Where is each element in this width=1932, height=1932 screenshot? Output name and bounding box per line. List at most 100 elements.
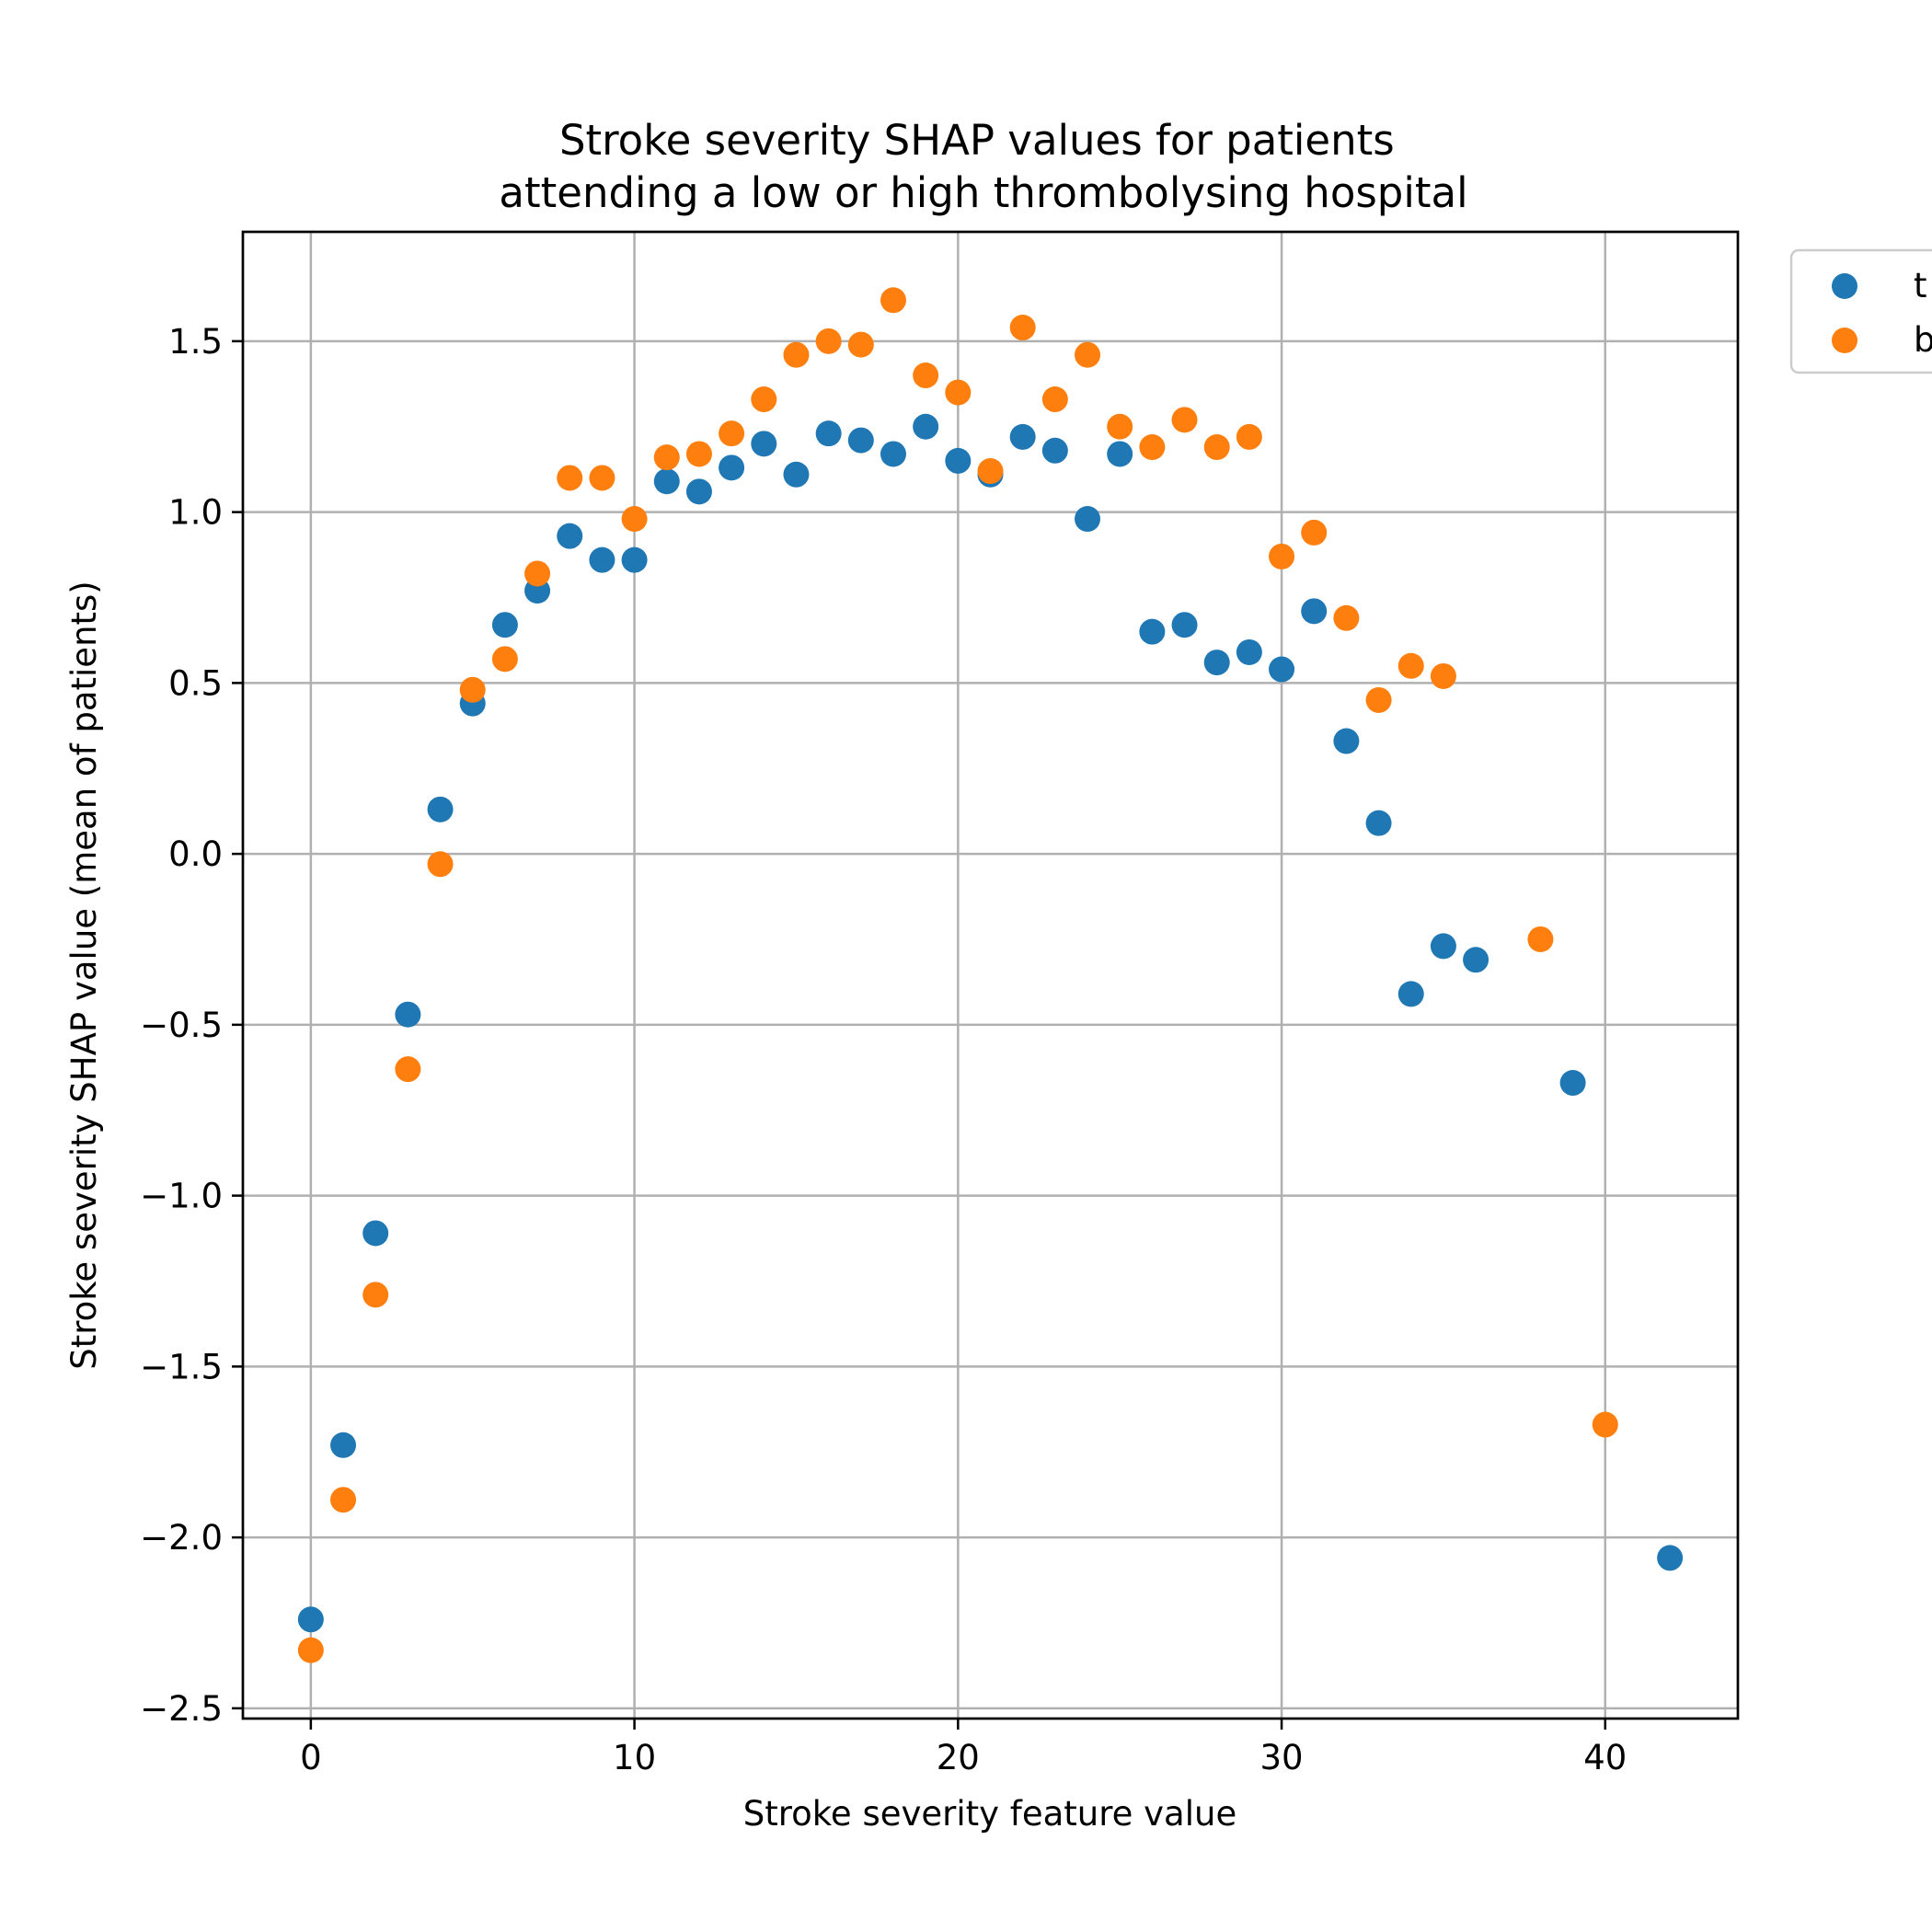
data-point-b: [1041, 386, 1068, 413]
data-point-b: [1301, 519, 1328, 546]
data-point-t: [847, 427, 874, 454]
data-point-t: [880, 441, 906, 467]
data-point-t: [362, 1220, 389, 1247]
data-point-b: [1171, 407, 1198, 433]
data-point-t: [913, 413, 939, 440]
data-point-b: [719, 420, 745, 447]
legend-marker-b: [1832, 328, 1857, 353]
legend-label-t: t: [1914, 266, 1927, 305]
data-point-t: [1171, 612, 1198, 638]
chart-title-line-1: Stroke severity SHAP values for patients: [559, 116, 1395, 165]
data-point-t: [1236, 638, 1262, 665]
data-point-b: [880, 287, 906, 314]
data-point-t: [1075, 506, 1101, 533]
data-point-t: [1269, 656, 1295, 683]
data-point-t: [1397, 981, 1424, 1007]
data-point-b: [1365, 686, 1392, 713]
data-point-t: [1041, 437, 1068, 464]
data-point-t: [297, 1606, 324, 1633]
data-point-t: [427, 796, 454, 822]
y-tick-label: 1.0: [168, 493, 223, 533]
data-point-b: [1397, 652, 1424, 679]
data-point-t: [719, 454, 745, 481]
data-point-b: [1236, 423, 1262, 450]
data-point-t: [395, 1001, 421, 1028]
chart-title-line-2: attending a low or high thrombolysing ho…: [499, 168, 1467, 217]
x-axis-label: Stroke severity feature value: [743, 1794, 1236, 1834]
data-point-t: [1009, 423, 1036, 450]
data-point-t: [1365, 810, 1392, 836]
data-point-b: [1075, 341, 1101, 368]
data-point-b: [1203, 434, 1230, 461]
data-point-b: [589, 465, 615, 491]
data-point-b: [524, 560, 551, 587]
data-point-t: [1333, 728, 1360, 754]
y-axis-label: Stroke severity SHAP value (mean of pati…: [64, 581, 104, 1369]
data-point-b: [847, 331, 874, 358]
data-point-b: [783, 341, 810, 368]
data-point-t: [621, 546, 648, 573]
data-point-b: [330, 1487, 357, 1513]
x-tick-label: 10: [613, 1738, 656, 1777]
data-point-t: [1559, 1070, 1586, 1097]
data-point-t: [751, 431, 777, 457]
y-tick-label: 1.5: [168, 322, 223, 362]
data-point-b: [427, 851, 454, 878]
x-tick-label: 20: [937, 1738, 980, 1777]
y-tick-label: 0.0: [168, 834, 223, 874]
data-point-t: [1301, 598, 1328, 625]
data-point-t: [945, 447, 972, 474]
data-point-t: [1139, 618, 1166, 645]
chart-title: Stroke severity SHAP values for patients…: [499, 116, 1467, 217]
data-point-t: [589, 546, 615, 573]
data-point-t: [815, 420, 842, 447]
y-tick-label: −2.5: [140, 1689, 223, 1729]
data-point-b: [1107, 413, 1133, 440]
y-tick-label: −2.0: [140, 1518, 223, 1558]
data-point-t: [491, 612, 518, 638]
data-point-b: [1592, 1411, 1618, 1438]
data-point-t: [330, 1432, 357, 1458]
data-point-t: [1107, 441, 1133, 467]
data-point-b: [491, 646, 518, 673]
y-tick-label: −1.5: [140, 1347, 223, 1386]
data-point-b: [945, 379, 972, 406]
data-point-b: [1269, 543, 1295, 569]
data-point-t: [685, 478, 712, 505]
axis-ticks: 0 10 20 30 40 −2.5 −2.0 −1.5 −1.0 −0.5 0.0 0.5 1.0 1.…: [140, 322, 1627, 1777]
data-point-b: [1333, 604, 1360, 631]
data-point-b: [297, 1637, 324, 1663]
legend-marker-t: [1832, 273, 1857, 299]
x-tick-label: 0: [300, 1738, 322, 1777]
data-points: [297, 287, 1684, 1663]
legend-box: [1789, 248, 1932, 374]
x-tick-label: 40: [1583, 1738, 1627, 1777]
data-point-t: [653, 468, 680, 495]
data-point-b: [815, 328, 842, 354]
x-tick-label: 30: [1260, 1738, 1304, 1777]
data-point-t: [1463, 947, 1489, 973]
y-tick-label: −1.0: [140, 1177, 223, 1216]
data-point-b: [621, 506, 648, 533]
data-point-b: [977, 458, 1004, 485]
axes-frame: [241, 230, 1740, 1720]
data-point-b: [751, 386, 777, 413]
data-point-b: [1009, 315, 1036, 341]
data-point-t: [1430, 933, 1456, 960]
data-point-t: [783, 461, 810, 488]
grid-lines: [243, 232, 1738, 1719]
legend: t b: [1789, 248, 1932, 374]
data-point-t: [1657, 1545, 1684, 1571]
data-point-b: [459, 676, 486, 703]
data-point-b: [913, 362, 939, 389]
plot-area: 0 10 20 30 40 −2.5 −2.0 −1.5 −1.0 −0.5 0.0 0.5 1.0 1.…: [140, 230, 1740, 1777]
data-point-t: [1203, 650, 1230, 676]
data-point-b: [685, 441, 712, 467]
data-point-b: [1430, 662, 1456, 689]
y-tick-label: 0.5: [168, 663, 223, 703]
data-point-t: [557, 523, 583, 549]
data-point-b: [1139, 434, 1166, 461]
data-point-b: [653, 444, 680, 471]
